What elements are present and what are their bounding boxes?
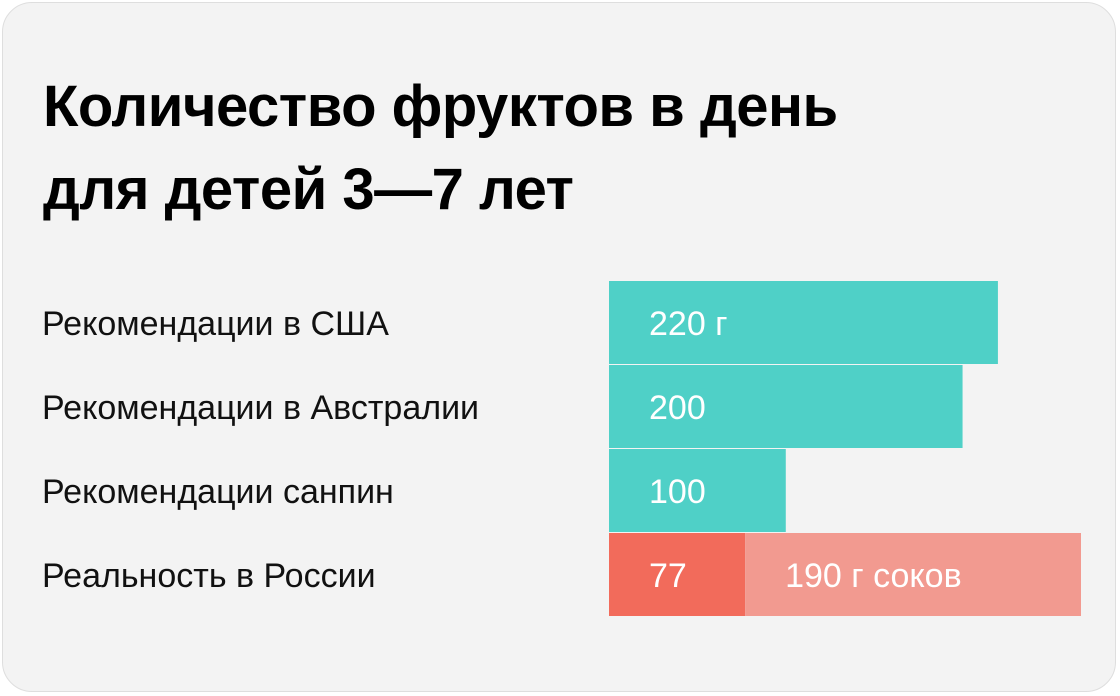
bar-value-label: 100	[649, 473, 706, 511]
chart-title-line-2: для детей 3—7 лет	[43, 157, 574, 222]
bar-chart: Рекомендации в США 220 г Рекомендации в Ав…	[42, 281, 1081, 616]
bar-value-label: 77	[649, 557, 687, 595]
bar-value-label: 220 г	[649, 305, 728, 343]
category-label: Рекомендации в США	[42, 305, 389, 343]
bar-segment	[609, 533, 746, 616]
bar-segment	[609, 281, 998, 364]
bar-value-label: 190 г соков	[785, 557, 962, 595]
category-label: Рекомендации санпин	[42, 473, 394, 511]
bar-segment	[745, 533, 1081, 616]
bar-segment	[609, 365, 963, 448]
chart-title: Количество фруктов в день для детей 3—7 …	[43, 65, 1083, 231]
chart-title-line-1: Количество фруктов в день	[43, 74, 838, 139]
category-label: Реальность в России	[42, 557, 376, 595]
bar-segment	[609, 449, 786, 532]
bar-value-label: 200	[649, 389, 706, 427]
category-label: Рекомендации в Австралии	[42, 389, 479, 427]
